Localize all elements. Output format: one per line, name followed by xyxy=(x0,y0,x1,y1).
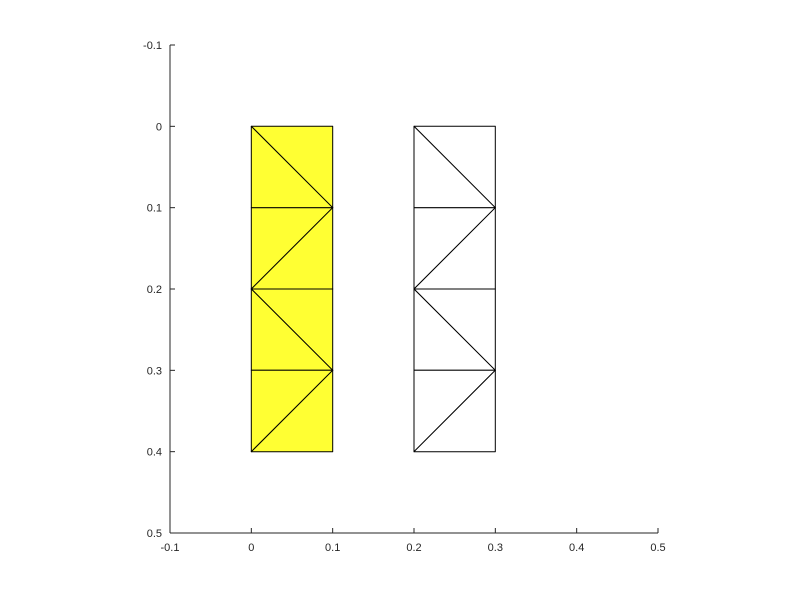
x-tick-label: 0.4 xyxy=(569,542,584,554)
y-tick-label: 0.4 xyxy=(147,447,162,459)
y-tick-label: 0.5 xyxy=(147,528,162,540)
x-tick-label: -0.1 xyxy=(161,542,180,554)
y-tick-label: 0.1 xyxy=(147,203,162,215)
mesh-1-triangle-8 xyxy=(250,369,334,453)
x-tick-label: 0.2 xyxy=(406,542,421,554)
mesh-layer xyxy=(250,125,496,453)
x-tick-label: 0 xyxy=(248,542,254,554)
x-tick-label: 0.3 xyxy=(488,542,503,554)
mesh-2-triangle-8 xyxy=(413,369,496,453)
y-tick-label: 0.2 xyxy=(147,284,162,296)
y-tick-label: 0 xyxy=(156,121,162,133)
mesh-2 xyxy=(413,125,496,453)
y-tick-label: 0.3 xyxy=(147,365,162,377)
x-tick-label: 0.1 xyxy=(325,542,340,554)
mesh-1 xyxy=(250,125,334,453)
x-tick-label: 0.5 xyxy=(650,542,665,554)
ticks: -0.1 0 0.1 0.2 0.3 0.4 0.5 -0.1 0 0.1 0.2 0.3 0.4 0.5 xyxy=(143,40,666,554)
y-tick-label: -0.1 xyxy=(143,40,162,52)
